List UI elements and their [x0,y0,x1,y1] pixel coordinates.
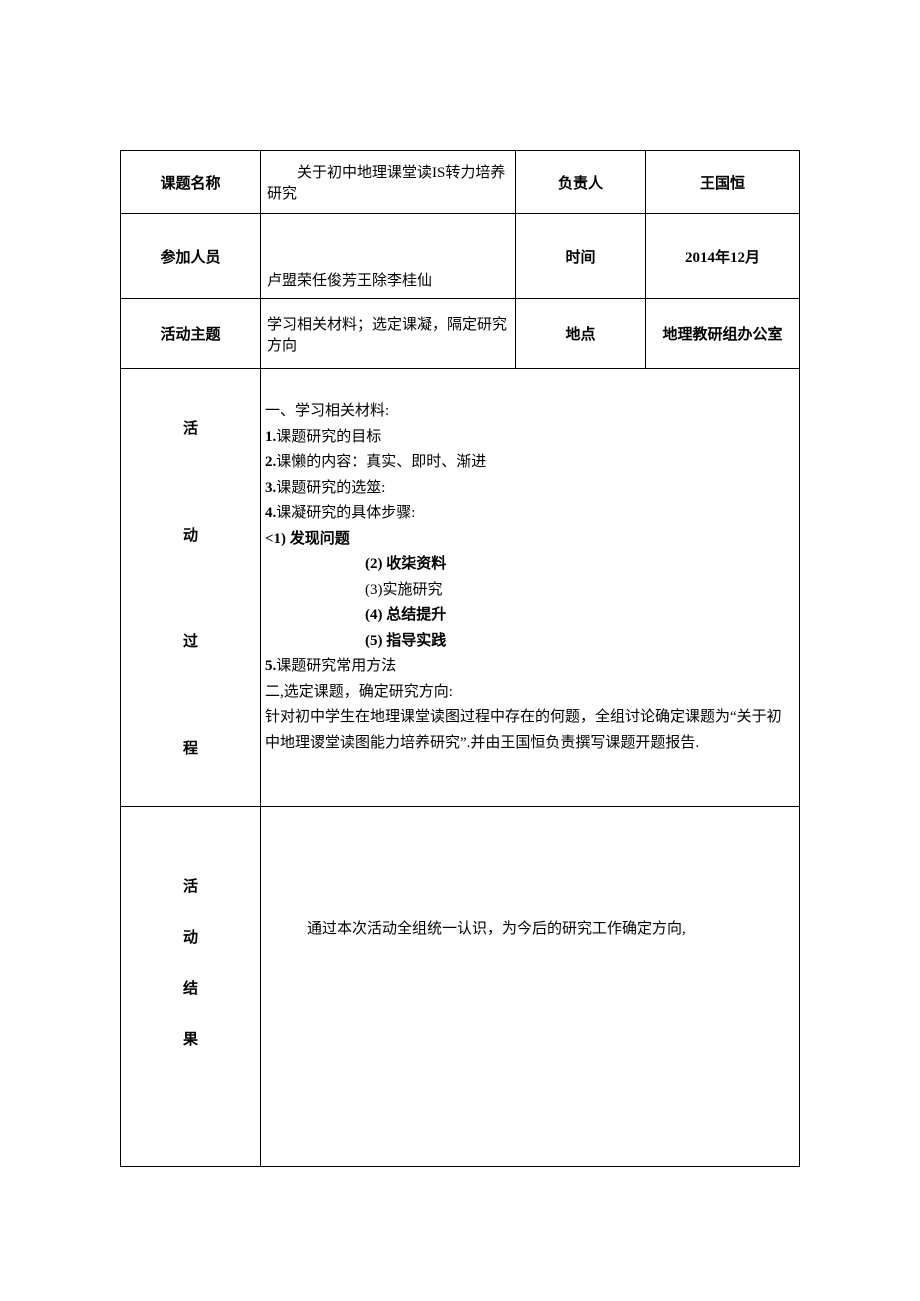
process-char-4: 程 [183,737,198,758]
result-char-2: 动 [183,926,198,947]
value-time: 2014年12月 [646,214,800,299]
row-title: 课题名称 关于初中地理课堂读IS转力培养研究 负责人 王国恒 [121,151,800,214]
result-char-3: 结 [183,977,198,998]
record-table: 课题名称 关于初中地理课堂读IS转力培养研究 负责人 王国恒 参加人员 卢盟荣任… [120,150,800,1167]
value-result: 通过本次活动全组统一认识，为今后的研究工作确定方向, [261,807,800,1167]
label-subject: 活动主题 [121,299,261,369]
process-char-1: 活 [183,417,198,438]
label-result: 活 动 结 果 [121,807,261,1167]
sub-3: (3)实施研究 [265,578,795,604]
value-topic-name: 关于初中地理课堂读IS转力培养研究 [261,151,516,214]
value-participants: 卢盟荣任俊芳王除李桂仙 [261,214,516,299]
section1-title: 一、学习相关材料: [265,399,795,425]
label-time: 时间 [516,214,646,299]
value-process: 一、学习相关材料: 1.课题研究的目标 2.课懒的内容：真实、即时、渐进 3.课… [261,369,800,807]
item-4: 4.课凝研究的具体步骤: [265,501,795,527]
label-participants: 参加人员 [121,214,261,299]
result-char-4: 果 [183,1028,198,1049]
value-owner: 王国恒 [646,151,800,214]
section2-title: 二,选定课题，确定研究方向: [265,680,795,706]
value-location: 地理教研组办公室 [646,299,800,369]
label-owner: 负责人 [516,151,646,214]
row-process: 活 动 过 程 一、学习相关材料: 1.课题研究的目标 2.课懒的内容：真实、即… [121,369,800,807]
sub-1: <1) 发现问题 [265,527,795,553]
item-5: 5.课题研究常用方法 [265,654,795,680]
sub-5: (5) 指导实践 [265,629,795,655]
process-char-2: 动 [183,524,198,545]
item-2: 2.课懒的内容：真实、即时、渐进 [265,450,795,476]
label-location: 地点 [516,299,646,369]
label-topic-name: 课题名称 [121,151,261,214]
row-participants: 参加人员 卢盟荣任俊芳王除李桂仙 时间 2014年12月 [121,214,800,299]
sub-2: (2) 收柒资料 [265,552,795,578]
result-char-1: 活 [183,875,198,896]
item-3: 3.课题研究的选筮: [265,476,795,502]
section2-body: 针对初中学生在地理课堂读图过程中存在的何题，全组讨论确定课题为“关于初中地理谡堂… [265,705,795,756]
label-process: 活 动 过 程 [121,369,261,807]
row-result: 活 动 结 果 通过本次活动全组统一认识，为今后的研究工作确定方向, [121,807,800,1167]
value-subject: 学习相关材料；选定课凝，隔定研究方向 [261,299,516,369]
sub-4: (4) 总结提升 [265,603,795,629]
item-1: 1.课题研究的目标 [265,425,795,451]
row-subject: 活动主题 学习相关材料；选定课凝，隔定研究方向 地点 地理教研组办公室 [121,299,800,369]
process-char-3: 过 [183,630,198,651]
